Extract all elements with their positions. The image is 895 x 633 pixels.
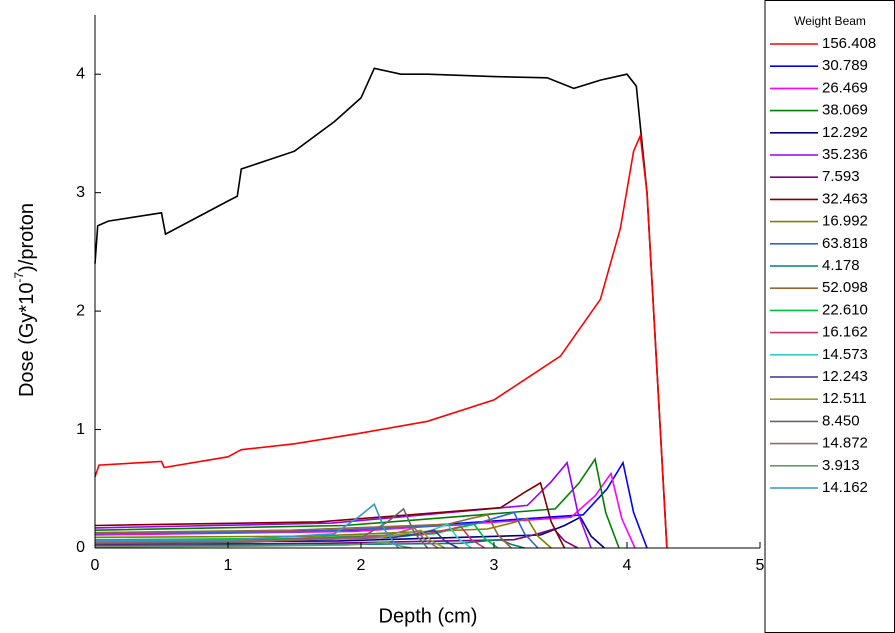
y-axis-label: Dose (Gy*10-7)/proton <box>12 203 38 397</box>
legend-label: 12.511 <box>822 390 867 407</box>
series-line <box>94 132 668 549</box>
y-tick-label: 2 <box>76 302 85 319</box>
series-line <box>94 460 592 549</box>
series-line <box>94 528 579 549</box>
legend-label: 52.098 <box>822 279 868 296</box>
legend-label: 8.450 <box>822 412 860 429</box>
x-tick-label: 2 <box>357 557 366 574</box>
y-tick-label: 0 <box>76 539 85 556</box>
y-tick-label: 4 <box>76 65 85 82</box>
y-tick-label: 3 <box>76 184 85 201</box>
y-label-text: Dose (Gy*10 <box>16 283 38 398</box>
legend-label: 35.236 <box>822 146 868 163</box>
series-line <box>94 507 429 549</box>
series-line <box>94 541 412 549</box>
legend-label: 14.573 <box>822 346 868 363</box>
y-label-superscript: -7 <box>12 272 26 283</box>
legend-label: 12.292 <box>822 124 868 141</box>
legend-box <box>764 0 895 633</box>
legend-label: 156.408 <box>822 35 876 52</box>
x-tick-label: 3 <box>490 557 499 574</box>
series-line <box>94 526 439 549</box>
legend-label: 16.162 <box>822 324 868 341</box>
y-tick-label: 1 <box>76 421 85 438</box>
x-tick-label: 1 <box>224 557 233 574</box>
y-label-text: )/proton <box>16 203 38 272</box>
series-line <box>94 513 512 549</box>
legend-label: 63.818 <box>822 235 868 252</box>
legend-label: 14.162 <box>822 479 868 496</box>
legend-label: 16.992 <box>822 213 868 230</box>
plot-area <box>94 67 668 549</box>
series-line <box>94 502 399 549</box>
legend-label: 12.243 <box>822 368 868 385</box>
x-tick-label: 0 <box>91 557 100 574</box>
legend-label: 32.463 <box>822 190 868 207</box>
legend-label: 38.069 <box>822 102 868 119</box>
series-line <box>94 481 566 549</box>
series-line <box>94 511 539 549</box>
legend: 156.408 30.789 26.469 38.069 12.292 35.236 7.5… <box>770 35 876 496</box>
legend-label: 7.593 <box>822 168 860 185</box>
legend-title: Weight Beam <box>794 14 866 28</box>
series-line <box>94 517 552 549</box>
x-tick-label: 4 <box>623 557 632 574</box>
series-line <box>94 471 636 549</box>
x-axis-label: Depth (cm) <box>379 605 478 627</box>
legend-label: 22.610 <box>822 301 868 318</box>
x-tick-label: 5 <box>756 557 765 574</box>
legend-label: 26.469 <box>822 79 868 96</box>
series-line <box>94 67 668 549</box>
legend-label: 3.913 <box>822 457 860 474</box>
legend-label: 4.178 <box>822 257 860 274</box>
legend-label: 14.872 <box>822 435 868 452</box>
series-line <box>94 516 605 549</box>
legend-label: 30.789 <box>822 57 868 74</box>
